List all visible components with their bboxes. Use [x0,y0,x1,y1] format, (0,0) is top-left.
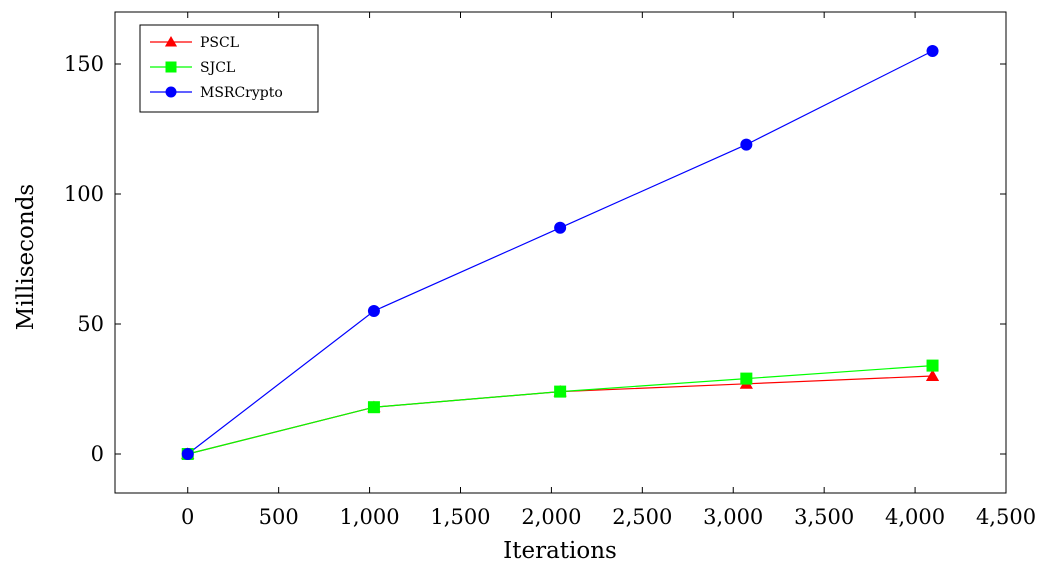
x-tick-label: 2,500 [612,505,672,529]
data-point-msrcrypto [367,305,380,317]
y-tick-label: 100 [64,182,104,206]
series-group [181,45,940,460]
data-point-pscl [925,369,940,381]
x-tick-label: 4,500 [976,505,1036,529]
x-tick-label: 1,500 [430,505,490,529]
series-markers-msrcrypto [181,45,939,460]
plot-frame [114,11,1007,494]
x-tick-label: 3,500 [794,505,854,529]
y-axis-title: Milliseconds [13,184,39,330]
x-axis-title: Iterations [503,538,617,564]
series-line-sjcl [187,365,933,455]
x-tick-label: 2,000 [521,505,581,529]
data-point-msrcrypto [740,138,753,151]
legend-label-msrcrypto: MSRCrypto [200,85,283,101]
x-tick-label: 0 [181,505,194,529]
legend-label-sjcl: SJCL [200,60,235,76]
series-markers-pscl [181,369,940,459]
legend-marker-msrcrypto [165,86,177,98]
legend-marker-pscl [164,35,178,47]
data-point-sjcl [740,372,753,385]
series-markers-sjcl [181,359,939,460]
data-point-sjcl [926,359,939,372]
ticks-group: 0 500 1,000 1,500 2,000 2,500 3,000 3,500 4,000 4… [64,12,1036,529]
data-point-sjcl [367,401,380,414]
x-tick-label: 1,000 [340,505,400,529]
x-tick-label: 4,000 [885,505,945,529]
y-tick-label: 0 [91,442,104,466]
data-point-msrcrypto [181,448,194,460]
data-point-sjcl [554,385,567,398]
y-tick-label: 150 [64,52,104,76]
data-point-msrcrypto [554,221,567,234]
x-tick-label: 3,000 [703,505,763,529]
legend-label-pscl: PSCL [200,35,239,51]
series-sjcl [187,365,933,455]
legend: PSCL SJCL MSRCrypto [139,24,319,113]
data-point-msrcrypto [926,45,939,57]
legend-marker-sjcl [165,61,177,73]
y-tick-label: 50 [77,312,104,336]
x-tick-label: 500 [259,505,299,529]
